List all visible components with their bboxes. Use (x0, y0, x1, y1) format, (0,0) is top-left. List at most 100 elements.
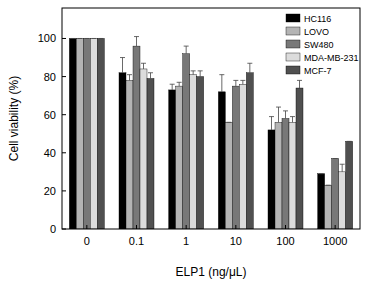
error-line (179, 82, 180, 86)
error-line (249, 63, 250, 73)
y-tick-label: 80 (44, 71, 56, 83)
bar (190, 75, 197, 229)
y-tick-label: 100 (38, 32, 56, 44)
error-bar (170, 84, 175, 90)
error-bar (134, 37, 139, 47)
error-cap (276, 107, 281, 108)
error-cap (290, 116, 295, 117)
error-bar (233, 80, 238, 86)
error-line (342, 164, 343, 172)
error-bar (340, 164, 345, 172)
bar (232, 86, 239, 229)
legend-label: SW480 (304, 40, 334, 50)
error-cap (233, 80, 238, 81)
bar (282, 119, 289, 230)
error-line (235, 80, 236, 86)
x-tick (285, 225, 286, 229)
error-cap (240, 80, 245, 81)
bar (239, 84, 246, 229)
error-cap (247, 63, 252, 64)
y-tick-label: 60 (44, 109, 56, 121)
error-cap (177, 82, 182, 83)
x-tick-label: 1000 (323, 235, 347, 247)
bars (69, 37, 352, 229)
error-cap (269, 116, 274, 117)
legend-swatch (286, 53, 300, 61)
bar (83, 38, 90, 229)
error-cap (120, 57, 125, 58)
legend-label: HC116 (304, 14, 331, 24)
legend: HC116LOVOSW480MDA-MB-231MCF-7 (286, 14, 359, 76)
x-tick-label: 0.1 (129, 235, 144, 247)
y-axis-label: Cell viability (%) (7, 76, 21, 161)
bar (318, 174, 325, 229)
error-cap (198, 70, 203, 71)
error-line (193, 71, 194, 75)
error-bar (333, 158, 338, 159)
error-bar (98, 38, 103, 39)
x-tick-label: 1 (183, 235, 189, 247)
error-line (122, 58, 123, 73)
error-bar (127, 75, 132, 81)
error-line (285, 111, 286, 119)
bar (119, 73, 126, 229)
y-tick (62, 38, 66, 39)
error-cap (340, 164, 345, 165)
error-line (172, 84, 173, 90)
y-tick-label: 40 (44, 147, 56, 159)
error-line (242, 80, 243, 84)
error-bar (184, 46, 189, 54)
bar (346, 141, 353, 229)
error-bar (148, 73, 153, 79)
error-bar (84, 38, 89, 39)
error-line (129, 75, 130, 81)
error-cap (191, 70, 196, 71)
x-tick (235, 225, 236, 229)
bar (339, 172, 346, 229)
error-line (221, 75, 222, 92)
error-bar (347, 141, 352, 142)
bar (246, 73, 253, 229)
legend-label: MDA-MB-231 (304, 53, 359, 63)
error-cap (84, 38, 89, 39)
bar (133, 46, 140, 229)
error-cap (333, 158, 338, 159)
error-bar (297, 80, 302, 88)
y-tick-label: 20 (44, 185, 56, 197)
bar (76, 38, 83, 229)
error-cap (148, 72, 153, 73)
x-tick-label: 0 (84, 235, 90, 247)
bar (296, 88, 303, 229)
y-tick (62, 76, 66, 77)
y-tick (62, 190, 66, 191)
bar (183, 54, 190, 229)
error-bar (91, 38, 96, 39)
legend-swatch (286, 14, 300, 22)
bar (218, 92, 225, 229)
error-bar (290, 117, 295, 123)
error-cap (98, 38, 103, 39)
error-bar (219, 75, 224, 92)
error-line (143, 63, 144, 69)
error-line (271, 117, 272, 130)
error-line (150, 73, 151, 79)
legend-label: LOVO (304, 27, 329, 37)
error-cap (70, 38, 75, 39)
error-cap (127, 74, 132, 75)
error-bar (120, 58, 125, 73)
error-line (278, 107, 279, 122)
error-cap (347, 141, 352, 142)
legend-swatch (286, 27, 300, 35)
legend-swatch (286, 40, 300, 48)
x-tick (186, 225, 187, 229)
error-bar (283, 111, 288, 119)
error-line (136, 37, 137, 47)
y-tick (62, 152, 66, 153)
error-line (186, 46, 187, 54)
error-line (299, 80, 300, 88)
error-cap (226, 122, 231, 123)
bar (225, 122, 232, 229)
x-tick-label: 100 (276, 235, 294, 247)
error-bar (269, 117, 274, 130)
bar (197, 77, 204, 229)
